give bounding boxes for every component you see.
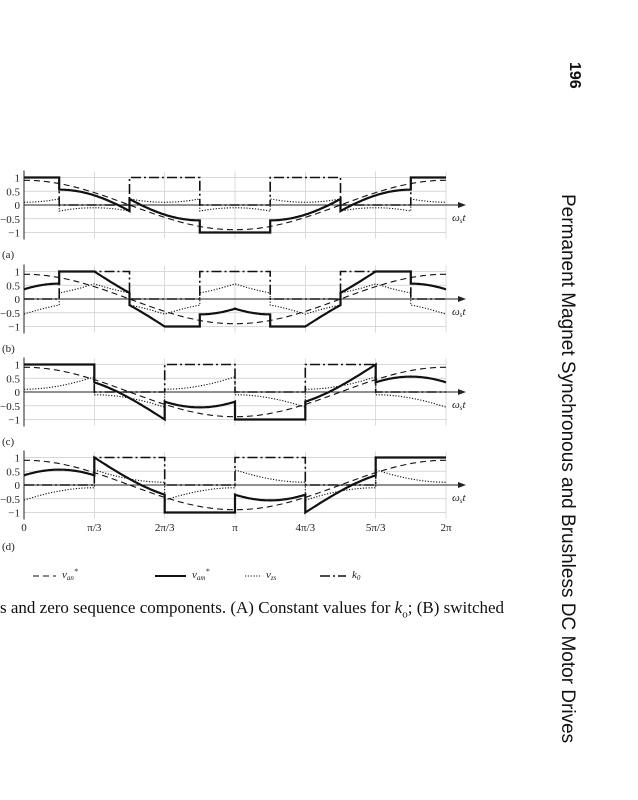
y-tick-label: −0.5 [0, 214, 20, 226]
y-tick-label: 1 [15, 360, 21, 372]
y-tick-label: 1 [15, 267, 21, 279]
panel-label: (b) [2, 343, 15, 355]
vzs-series [23, 198, 447, 212]
x-tick-label: π/3 [87, 522, 102, 534]
y-tick-label: 0.5 [6, 186, 20, 198]
legend-label: vam* [192, 567, 209, 582]
x-axis-arrow [458, 202, 466, 208]
x-tick-label: 0 [21, 522, 27, 534]
y-tick-label: 0 [15, 200, 21, 212]
y-tick-label: 1 [15, 453, 21, 465]
y-tick-label: 0 [15, 480, 21, 492]
y-tick-label: 1 [15, 173, 21, 185]
x-tick-label: 2π/3 [155, 522, 175, 534]
caption-k: k [394, 598, 403, 617]
x-axis-arrow [458, 482, 466, 488]
caption-k-sub: o [402, 608, 408, 621]
y-tick-label: −1 [8, 228, 20, 240]
y-tick-label: −1 [8, 508, 20, 520]
x-tick-label: π [232, 522, 238, 534]
x-axis-label: ωst [452, 306, 467, 319]
y-tick-label: −0.5 [0, 401, 20, 413]
running-title: Permanent Magnet Synchronous and Brushle… [557, 194, 578, 744]
x-axis-label: ωst [452, 492, 467, 505]
legend-label: van* [62, 567, 78, 582]
x-tick-label: 2π [440, 522, 452, 534]
y-tick-label: −1 [8, 322, 20, 334]
vam-series [24, 176, 446, 234]
k0-series [24, 176, 446, 206]
y-tick-label: −1 [8, 415, 20, 427]
caption-text-2: ; (B) switched [407, 598, 505, 617]
x-axis-label: ωst [452, 399, 467, 412]
panel-label: (c) [2, 436, 15, 448]
vam-series [23, 270, 447, 328]
y-tick-label: 0.5 [6, 280, 20, 292]
y-tick-label: −0.5 [0, 494, 20, 506]
x-tick-label: 4π/3 [296, 522, 316, 534]
y-tick-label: −0.5 [0, 308, 20, 320]
y-tick-label: 0.5 [6, 466, 20, 478]
vzs-series [23, 283, 447, 315]
y-tick-label: 0 [15, 387, 21, 399]
vam-series [23, 455, 446, 515]
x-axis-arrow [458, 389, 466, 395]
legend-label: k0 [352, 569, 361, 582]
y-tick-label: 0.5 [6, 373, 20, 385]
x-tick-label: 5π/3 [366, 522, 386, 534]
y-tick-label: 0 [15, 294, 21, 306]
panel-label: (d) [2, 541, 15, 553]
figure-caption: s and zero sequence components. (A) Cons… [0, 598, 504, 620]
legend-label: vzs [266, 569, 277, 582]
caption-text-1: s and zero sequence components. (A) Cons… [0, 598, 395, 617]
page-number: 196 [566, 62, 583, 89]
x-axis-label: ωst [452, 212, 467, 225]
x-axis-arrow [458, 296, 466, 302]
panel-label: (a) [2, 249, 15, 261]
vam-series [24, 362, 447, 422]
